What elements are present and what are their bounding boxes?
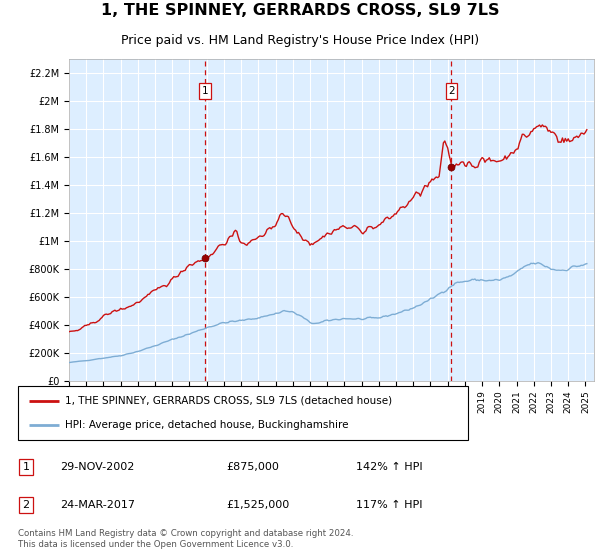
Text: 29-NOV-2002: 29-NOV-2002 xyxy=(60,461,134,472)
Text: 142% ↑ HPI: 142% ↑ HPI xyxy=(356,461,423,472)
FancyBboxPatch shape xyxy=(18,386,468,440)
Text: 1: 1 xyxy=(202,86,208,96)
Text: Contains HM Land Registry data © Crown copyright and database right 2024.
This d: Contains HM Land Registry data © Crown c… xyxy=(18,529,353,549)
Text: 1, THE SPINNEY, GERRARDS CROSS, SL9 7LS (detached house): 1, THE SPINNEY, GERRARDS CROSS, SL9 7LS … xyxy=(65,396,392,406)
Text: 2: 2 xyxy=(23,500,29,510)
Text: HPI: Average price, detached house, Buckinghamshire: HPI: Average price, detached house, Buck… xyxy=(65,420,349,430)
Text: 117% ↑ HPI: 117% ↑ HPI xyxy=(356,500,423,510)
Text: 1: 1 xyxy=(23,461,29,472)
Text: 24-MAR-2017: 24-MAR-2017 xyxy=(60,500,136,510)
Text: £875,000: £875,000 xyxy=(227,461,280,472)
Text: £1,525,000: £1,525,000 xyxy=(227,500,290,510)
Text: 1, THE SPINNEY, GERRARDS CROSS, SL9 7LS: 1, THE SPINNEY, GERRARDS CROSS, SL9 7LS xyxy=(101,3,499,18)
Text: Price paid vs. HM Land Registry's House Price Index (HPI): Price paid vs. HM Land Registry's House … xyxy=(121,34,479,47)
Text: 2: 2 xyxy=(448,86,455,96)
